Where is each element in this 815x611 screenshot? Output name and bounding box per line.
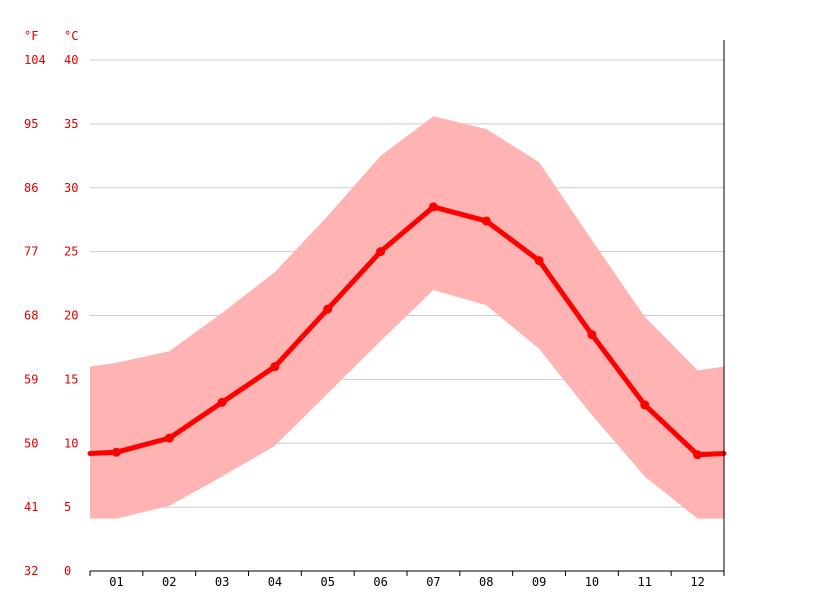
range-band-area (90, 116, 724, 519)
y-tick-label-fahrenheit: 86 (24, 181, 38, 195)
y-tick-label-fahrenheit: 32 (24, 564, 38, 578)
axis-labels: °F °C 0 32 5 41 10 50 15 59 20 68 25 77 30 86 35 95 40 10… (24, 29, 705, 589)
y-tick-label-celsius: 30 (64, 181, 78, 195)
y-tick-label-celsius: 25 (64, 245, 78, 259)
y-tick-label-fahrenheit: 104 (24, 53, 46, 67)
y-tick-label-celsius: 40 (64, 53, 78, 67)
y-tick-label-fahrenheit: 50 (24, 436, 38, 450)
average-data-point (693, 450, 703, 460)
x-tick-label: 03 (215, 575, 229, 589)
y-tick-label-celsius: 10 (64, 436, 78, 450)
x-tick-label: 08 (479, 575, 493, 589)
y-tick-label-celsius: 5 (64, 500, 71, 514)
y-tick-label-fahrenheit: 41 (24, 500, 38, 514)
average-temperature-line (87, 202, 727, 460)
y-tick-label-fahrenheit: 68 (24, 309, 38, 323)
x-tick-label: 07 (426, 575, 440, 589)
x-tick-label: 12 (690, 575, 704, 589)
average-data-point (428, 202, 438, 212)
x-tick-label: 09 (532, 575, 546, 589)
average-data-point (481, 216, 491, 226)
x-tick-label: 11 (638, 575, 652, 589)
average-data-point (323, 304, 333, 314)
fahrenheit-unit-label: °F (24, 29, 38, 43)
average-line-path (87, 204, 727, 458)
x-tick-label: 10 (585, 575, 599, 589)
y-tick-label-celsius: 0 (64, 564, 71, 578)
x-tick-label: 01 (109, 575, 123, 589)
x-tick-label: 05 (321, 575, 335, 589)
temperature-range-band (90, 116, 724, 519)
average-data-point (376, 247, 386, 257)
y-tick-label-celsius: 15 (64, 372, 78, 386)
average-data-point (534, 256, 544, 266)
y-tick-label-celsius: 35 (64, 117, 78, 131)
y-tick-label-fahrenheit: 77 (24, 245, 38, 259)
average-data-point (640, 400, 650, 410)
y-tick-label-fahrenheit: 95 (24, 117, 38, 131)
axes (89, 40, 725, 576)
average-data-point (270, 362, 280, 372)
x-tick-label: 06 (373, 575, 387, 589)
average-data-point (164, 433, 174, 443)
average-data-point (111, 447, 121, 457)
x-tick-label: 02 (162, 575, 176, 589)
x-tick-label: 04 (268, 575, 282, 589)
average-data-point (217, 397, 227, 407)
y-tick-label-celsius: 20 (64, 309, 78, 323)
average-data-point (587, 330, 597, 340)
y-tick-label-fahrenheit: 59 (24, 372, 38, 386)
celsius-unit-label: °C (64, 29, 78, 43)
